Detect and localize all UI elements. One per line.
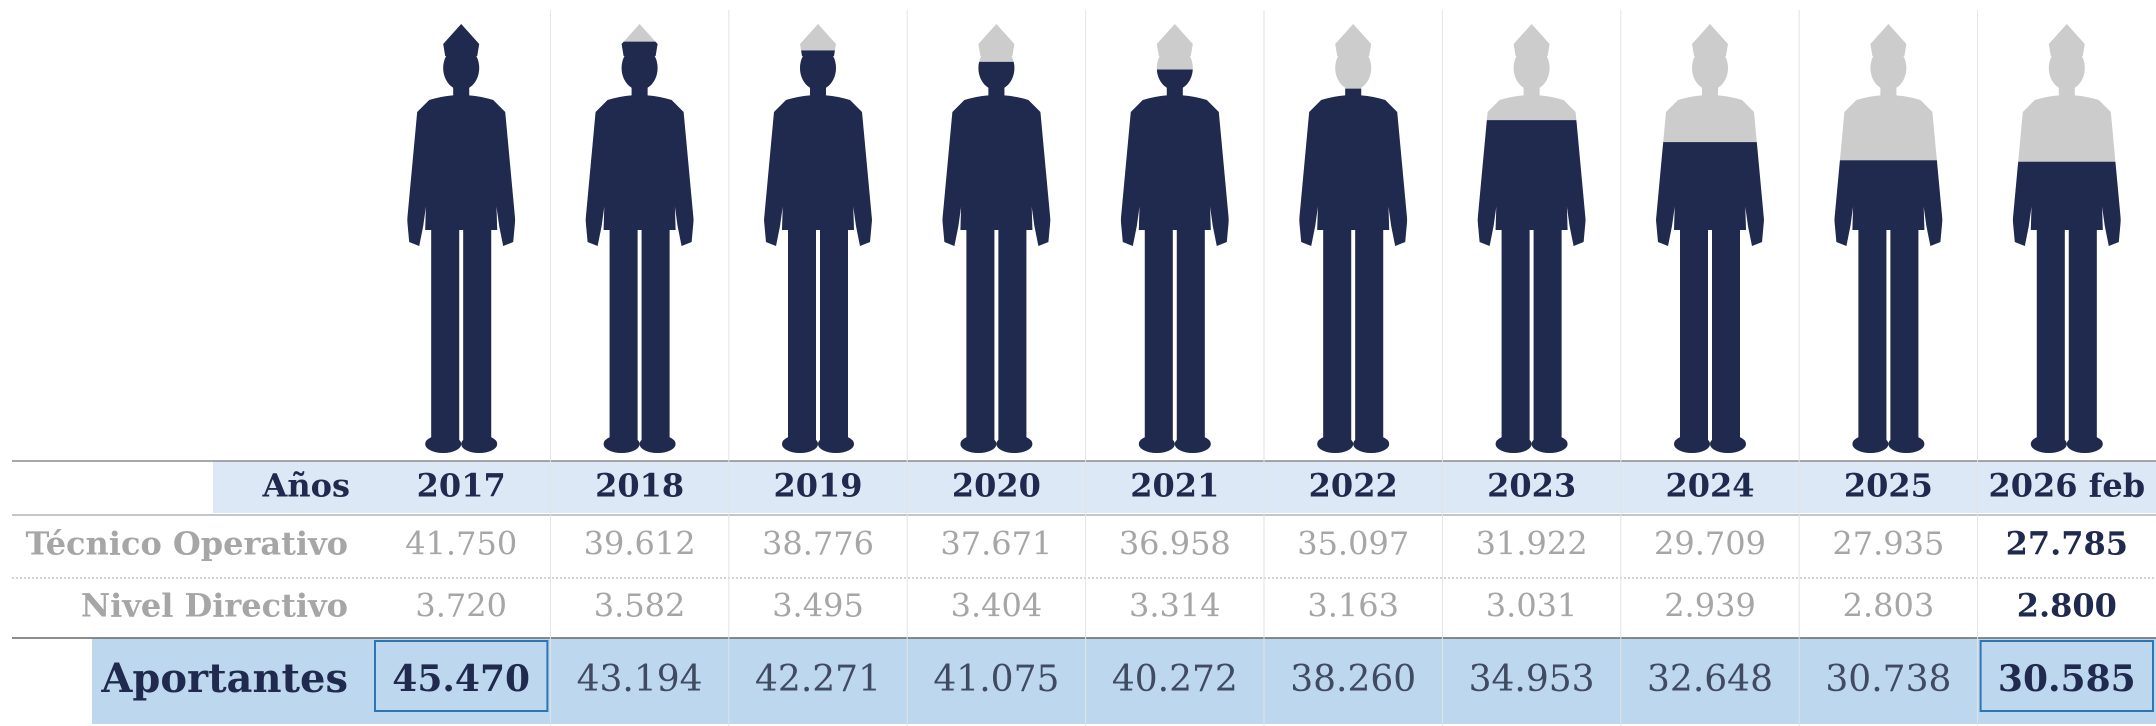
figure-fill — [399, 20, 523, 453]
year: 2026 feb — [1988, 467, 2145, 505]
cell-value: 29.709 — [1654, 525, 1766, 563]
year: 2023 — [1487, 467, 1576, 505]
figure — [2005, 20, 2129, 453]
figure-body — [2005, 20, 2129, 453]
cell-value: 45.470 — [392, 658, 530, 700]
figure-body — [399, 20, 523, 453]
figure-body — [578, 20, 702, 453]
year: 2017 — [417, 467, 506, 505]
cell-value: 42.271 — [755, 659, 881, 700]
cell-value: 37.671 — [940, 525, 1052, 563]
figure — [1470, 20, 1594, 453]
cell-value: 3.031 — [1486, 587, 1578, 625]
cell-value: 30.585 — [1998, 658, 2136, 700]
figure — [1113, 20, 1237, 453]
row-label: Aportantes — [100, 655, 348, 702]
figure-body — [756, 20, 880, 453]
cell-value: 27.785 — [2006, 525, 2128, 563]
cell-value: 3.314 — [1129, 587, 1221, 625]
cell-value: 2.800 — [2017, 587, 2117, 625]
year: 2019 — [773, 467, 862, 505]
figure — [399, 20, 523, 453]
row-label: Nivel Directivo — [81, 587, 348, 625]
cell-value: 2.803 — [1843, 587, 1935, 625]
figure-body — [934, 20, 1058, 453]
figure — [578, 20, 702, 453]
cell-value: 40.272 — [1112, 659, 1238, 700]
cell-value: 38.260 — [1290, 659, 1416, 700]
cell-value: 3.495 — [772, 587, 864, 625]
header-label: Años — [262, 467, 350, 505]
cell-value: 3.582 — [594, 587, 686, 625]
figure-body — [1826, 20, 1950, 453]
figure — [756, 20, 880, 453]
cell-value: 41.075 — [933, 659, 1059, 700]
figure — [1648, 20, 1772, 453]
year: 2025 — [1844, 467, 1933, 505]
year: 2021 — [1130, 467, 1219, 505]
cell-value: 32.648 — [1647, 659, 1773, 700]
figure — [1291, 20, 1415, 453]
year: 2018 — [595, 467, 684, 505]
cell-value: 41.750 — [405, 525, 517, 563]
figure-body — [1113, 20, 1237, 453]
cell-value: 36.958 — [1119, 525, 1231, 563]
cell-value: 34.953 — [1469, 659, 1595, 700]
cell-value: 31.922 — [1476, 525, 1588, 563]
cell-value: 3.720 — [415, 587, 507, 625]
cell-value: 35.097 — [1297, 525, 1409, 563]
year: 2020 — [952, 467, 1041, 505]
figure — [1826, 20, 1950, 453]
figure-fill — [756, 50, 880, 453]
year: 2022 — [1309, 467, 1398, 505]
cell-value: 2.939 — [1664, 587, 1756, 625]
cell-value: 43.194 — [577, 659, 703, 700]
row-label: Técnico Operativo — [26, 525, 348, 563]
figure — [934, 20, 1058, 453]
figure-fill — [1291, 89, 1415, 453]
cell-value: 3.404 — [951, 587, 1043, 625]
figure-fill — [2005, 162, 2129, 453]
figure-body — [1291, 20, 1415, 453]
figure-fill — [578, 42, 702, 453]
cell-value: 27.935 — [1832, 525, 1944, 563]
figure-body — [1470, 20, 1594, 453]
figure-fill — [934, 62, 1058, 453]
figure-fill — [1470, 120, 1594, 453]
cell-value: 38.776 — [762, 525, 874, 563]
year: 2024 — [1665, 467, 1754, 505]
cell-value: 3.163 — [1307, 587, 1399, 625]
figure-body — [1648, 20, 1772, 453]
infographic: Años Técnico Operativo Nivel Directivo Apor… — [0, 0, 2156, 726]
figure-fill — [1648, 142, 1772, 453]
cell-value: 30.738 — [1825, 659, 1951, 700]
figure-fill — [1113, 69, 1237, 453]
cell-value: 39.612 — [584, 525, 696, 563]
figure-fill — [1826, 160, 1950, 453]
